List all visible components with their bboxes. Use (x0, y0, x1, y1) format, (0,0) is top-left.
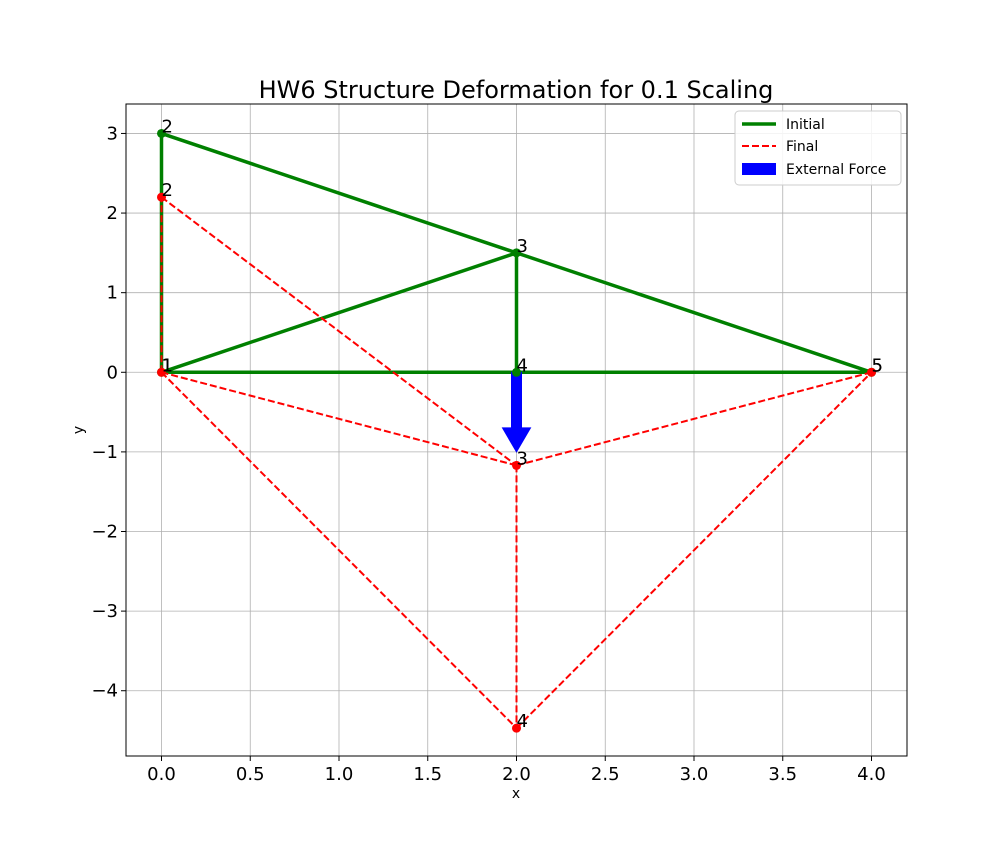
initial-node-3-marker (512, 248, 521, 258)
initial-node-4-marker (512, 367, 521, 377)
y-tick-label: 3 (107, 123, 118, 144)
y-axis-label: y (71, 426, 87, 434)
final-member-1-3 (161, 371, 517, 467)
initial-node-5-label: 5 (872, 355, 883, 376)
external-force-arrow (501, 371, 532, 453)
final-members (160, 196, 873, 729)
x-tick-label: 3.0 (680, 764, 709, 785)
x-axis-label: x (512, 786, 520, 802)
initial-member-3-5 (515, 251, 873, 374)
initial-member-2-3 (160, 131, 518, 255)
x-tick-label: 4.0 (857, 764, 886, 785)
y-tick-label: 2 (107, 203, 118, 224)
chart-title: HW6 Structure Deformation for 0.1 Scalin… (259, 76, 774, 104)
initial-node-4-label: 4 (517, 355, 528, 376)
legend-swatch-external-force (742, 163, 776, 175)
x-tick-label: 1.0 (325, 764, 354, 785)
final-member-4-5 (515, 371, 873, 729)
initial-node-2-label: 2 (162, 116, 173, 137)
legend-label-external-force: External Force (786, 162, 886, 178)
final-member-3-5 (516, 371, 872, 467)
y-tick-label: −1 (91, 442, 118, 463)
final-node-5-label: 5 (872, 355, 883, 376)
node-markers (157, 128, 876, 733)
final-node-3-marker (512, 460, 521, 470)
initial-node-3-label: 3 (517, 236, 528, 257)
y-tick-label: −3 (91, 601, 118, 622)
final-node-1-label: 1 (162, 355, 173, 376)
x-tick-label: 2.5 (591, 764, 620, 785)
final-node-2-label: 2 (162, 180, 173, 201)
legend-label-final: Final (786, 139, 818, 155)
final-node-1-marker (157, 367, 166, 377)
initial-node-1-label: 1 (162, 355, 173, 376)
final-member-2-3 (160, 196, 518, 467)
y-tick-label: 1 (107, 283, 118, 304)
legend-label-initial: Initial (786, 117, 825, 133)
x-tick-label: 0.5 (236, 764, 265, 785)
x-tick-label: 3.5 (768, 764, 797, 785)
final-node-2-marker (157, 192, 166, 202)
y-tick-label: 0 (107, 362, 118, 383)
legend-box (734, 110, 902, 186)
final-node-4-label: 4 (517, 711, 528, 732)
initial-members (159, 131, 873, 375)
final-node-4-marker (512, 723, 521, 733)
x-tick-label: 1.5 (413, 764, 442, 785)
legend: Initial Final External Force (734, 110, 902, 186)
y-axis-ticks: 3 2 1 0 −1 −2 −3 −4 (91, 123, 126, 702)
final-node-5-marker (867, 367, 876, 377)
external-force (501, 371, 532, 453)
x-axis-ticks: 0.0 0.5 1.0 1.5 2.0 2.5 3.0 3.5 4.0 (147, 756, 886, 785)
initial-member-1-3 (160, 251, 518, 374)
final-node-3-label: 3 (517, 448, 528, 469)
y-tick-label: −4 (91, 681, 118, 702)
final-member-1-4 (160, 371, 518, 729)
y-tick-label: −2 (91, 522, 118, 543)
x-tick-label: 2.0 (502, 764, 531, 785)
x-tick-label: 0.0 (147, 764, 176, 785)
initial-node-2-marker (157, 128, 166, 138)
